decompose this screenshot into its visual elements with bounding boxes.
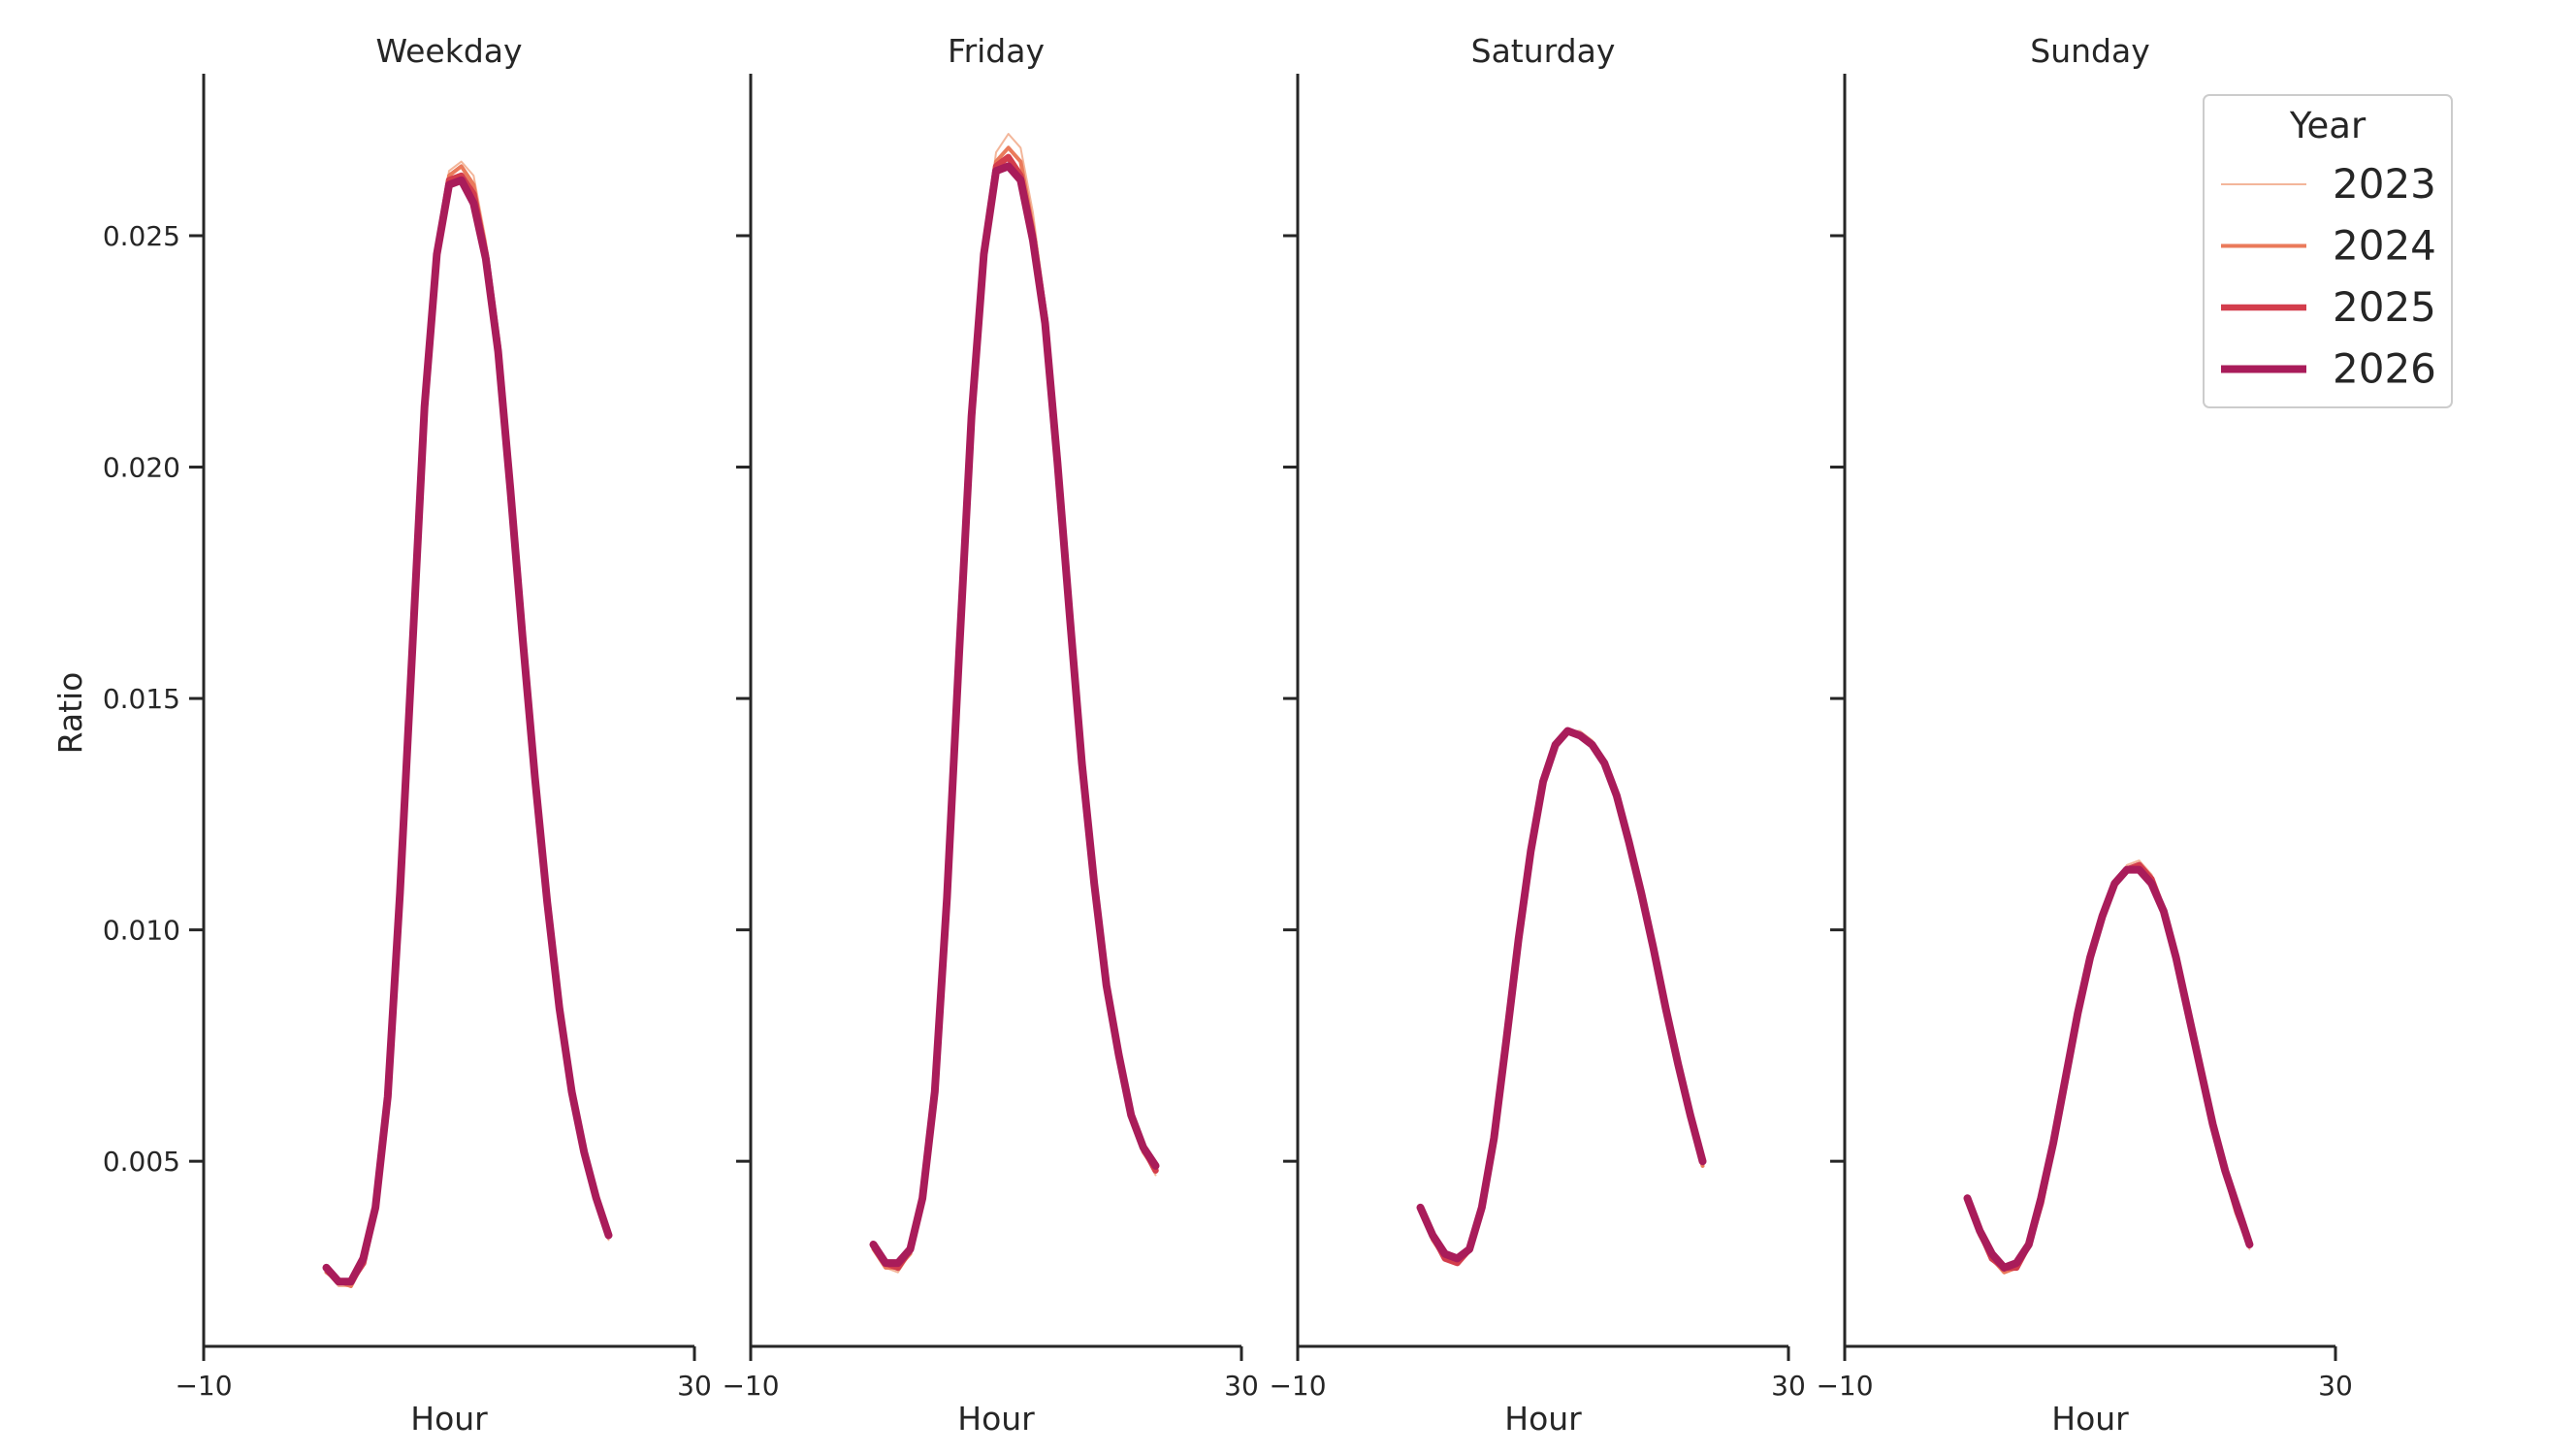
panel-title-weekday: Weekday: [375, 32, 522, 70]
x-tick-label: 30: [677, 1370, 712, 1402]
panel-saturday: Saturday −10 30 Hour: [1269, 32, 1805, 1438]
panel-weekday: Weekday 0.005 0.010 0.015 0.020 0.025 −10 30 Hou…: [103, 32, 712, 1438]
y-tick-label: 0.015: [103, 683, 180, 715]
panel-sunday: Sunday −10 30 Hour: [1816, 32, 2352, 1438]
x-tick-label: −10: [1269, 1370, 1326, 1402]
legend: Year 2023 2024 2025 2026: [2203, 94, 2453, 408]
x-axis-label: Hour: [2051, 1400, 2129, 1438]
series-line-friday-2026: [869, 162, 1160, 1268]
x-tick-label: 30: [1224, 1370, 1259, 1402]
panel-title-saturday: Saturday: [1471, 32, 1616, 70]
panel-title-friday: Friday: [948, 32, 1045, 70]
x-tick-label: −10: [722, 1370, 779, 1402]
panel-friday: Friday −10 30 Hour: [722, 32, 1258, 1438]
x-axis-label: Hour: [410, 1400, 488, 1438]
series-line-sunday-2026: [1963, 865, 2254, 1272]
y-tick-label: 0.025: [103, 220, 180, 252]
legend-label-2026: 2026: [2333, 345, 2436, 393]
x-axis-label: Hour: [957, 1400, 1035, 1438]
panel-title-sunday: Sunday: [2030, 32, 2149, 70]
y-axis-label: Ratio: [51, 672, 89, 755]
x-tick-label: −10: [1816, 1370, 1873, 1402]
legend-label-2024: 2024: [2333, 222, 2436, 270]
x-tick-label: −10: [175, 1370, 232, 1402]
x-tick-label: 30: [2318, 1370, 2353, 1402]
series-line-saturday-2026: [1416, 727, 1707, 1263]
x-axis-label: Hour: [1504, 1400, 1582, 1438]
y-tick-label: 0.020: [103, 452, 180, 484]
legend-box: [2203, 94, 2453, 408]
y-tick-label: 0.005: [103, 1146, 180, 1178]
legend-label-2025: 2025: [2333, 283, 2436, 331]
legend-label-2023: 2023: [2333, 160, 2436, 208]
y-tick-label: 0.010: [103, 915, 180, 947]
legend-title: Year: [2289, 105, 2367, 146]
panels-layer: Weekday 0.005 0.010 0.015 0.020 0.025 −10 30 Hou…: [103, 32, 2353, 1438]
x-tick-label: 30: [1771, 1370, 1806, 1402]
series-line-weekday-2026: [322, 176, 613, 1286]
